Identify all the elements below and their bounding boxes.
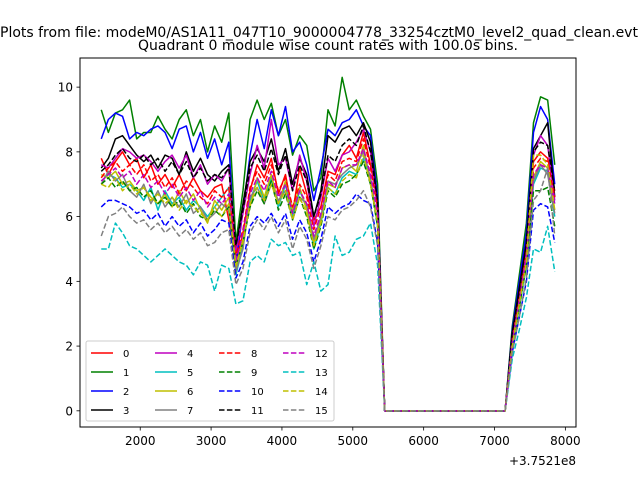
x-tick-label: 4000	[267, 434, 298, 448]
legend-label-6: 6	[187, 387, 193, 398]
legend-label-7: 7	[187, 406, 193, 417]
legend-label-0: 0	[123, 349, 129, 360]
axes-frame	[79, 57, 577, 428]
x-tick-label: 2000	[125, 434, 156, 448]
legend-label-4: 4	[187, 349, 193, 360]
legend-label-10: 10	[251, 387, 264, 398]
legend-label-9: 9	[251, 368, 257, 379]
x-tick-label: 8000	[550, 434, 581, 448]
x-tick-label: 3000	[196, 434, 227, 448]
series-line-13	[101, 222, 556, 412]
series-line-14	[100, 154, 556, 412]
y-tick-label: 4	[65, 275, 73, 289]
y-tick-label: 8	[65, 145, 73, 159]
legend-label-14: 14	[315, 387, 328, 398]
legend-label-12: 12	[315, 349, 328, 360]
figure-suptitle: Plots from file: modeM0/AS1A11_047T10_90…	[0, 25, 638, 41]
x-tick-label: 7000	[479, 434, 510, 448]
series-line-8	[100, 138, 556, 412]
y-tick-label: 2	[65, 340, 73, 354]
legend-label-3: 3	[123, 406, 129, 417]
chart-title: Quadrant 0 module wise count rates with …	[138, 38, 518, 54]
legend-label-2: 2	[123, 387, 129, 398]
x-tick-label: 6000	[408, 434, 439, 448]
y-tick-label: 10	[58, 81, 73, 95]
x-tick-label: 5000	[338, 434, 369, 448]
x-offset-label: +3.7521e8	[509, 454, 576, 468]
legend-label-11: 11	[251, 406, 264, 417]
x-axis: 2000 3000 4000 5000 6000 7000 8000	[125, 427, 581, 448]
legend-label-8: 8	[251, 349, 257, 360]
y-tick-label: 6	[65, 210, 73, 224]
y-tick-label: 0	[65, 404, 73, 418]
y-axis: 0 2 4 6 8 10	[58, 81, 80, 418]
legend-label-1: 1	[123, 368, 129, 379]
legend-label-15: 15	[315, 406, 328, 417]
legend-label-13: 13	[315, 368, 328, 379]
legend-box	[85, 340, 335, 422]
series-line-15	[100, 167, 556, 412]
legend-label-5: 5	[187, 368, 193, 379]
plot-area	[100, 76, 556, 412]
